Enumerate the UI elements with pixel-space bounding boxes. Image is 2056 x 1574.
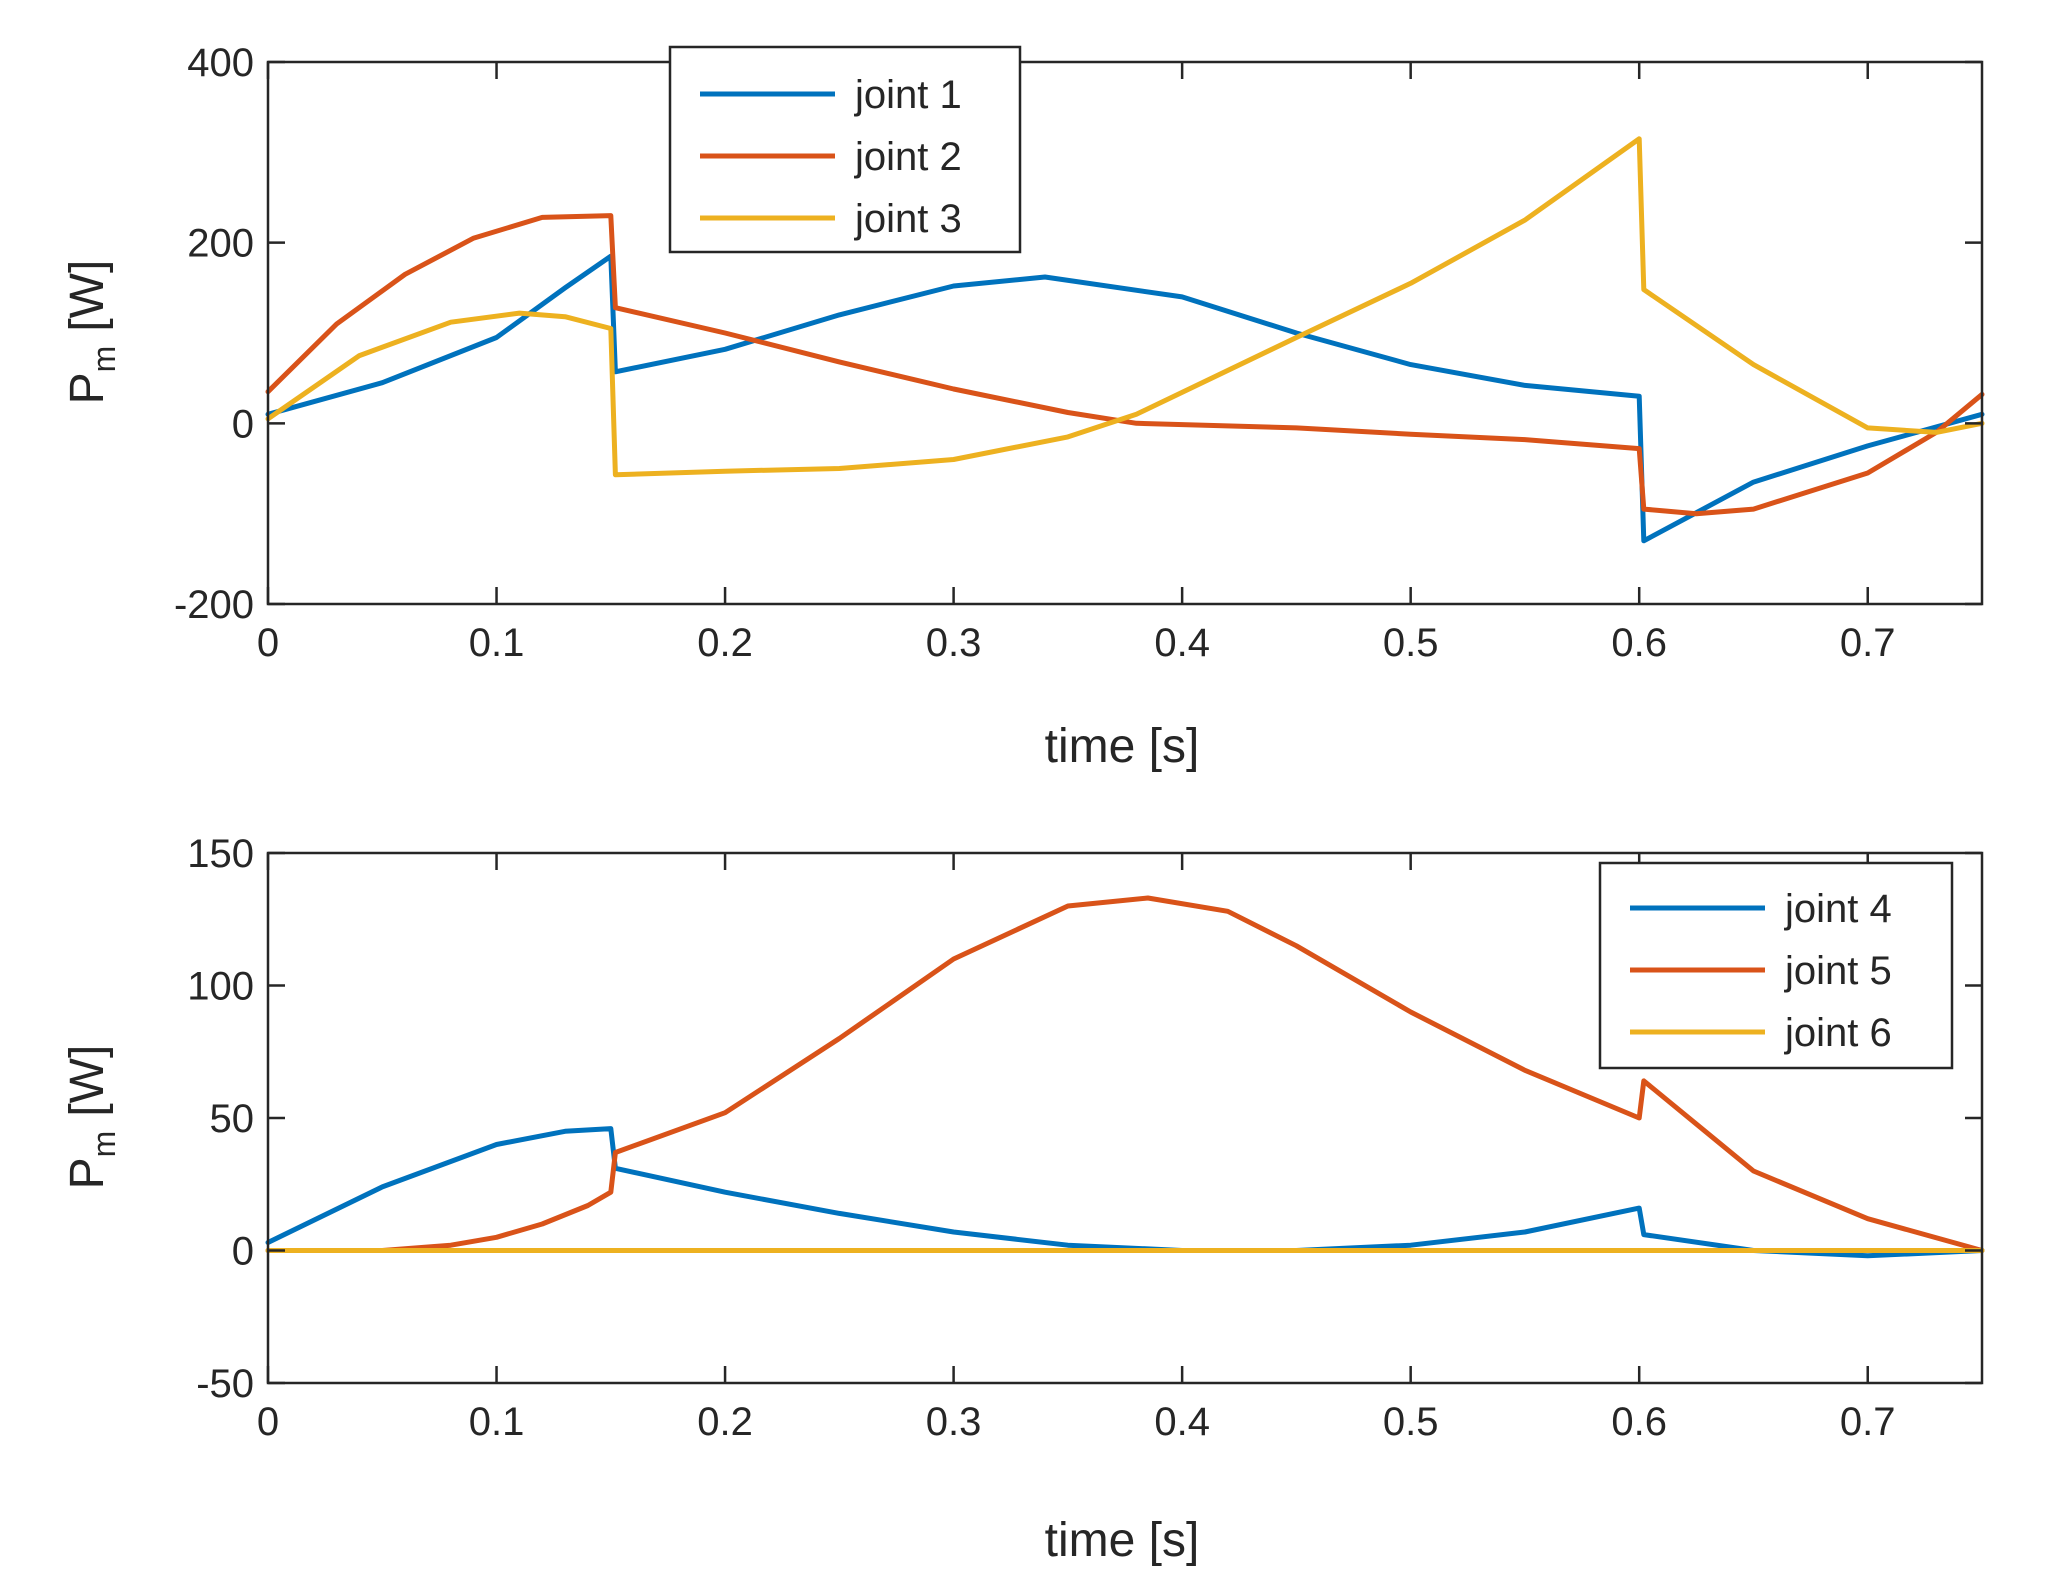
series-line-joint-4	[265, 1126, 1985, 1259]
bottom-xlabel: time [s]	[1045, 1514, 1200, 1567]
x-tick-label: 0.7	[1840, 1400, 1896, 1444]
y-tick-label: -50	[196, 1362, 254, 1406]
series-line-joint-3	[265, 136, 1985, 478]
top-plot-lines	[265, 136, 1985, 544]
y-tick-label: 0	[232, 402, 254, 446]
y-tick-label: 150	[187, 832, 254, 876]
y-tick-label: 100	[187, 965, 254, 1009]
top-xlabel: time [s]	[1045, 720, 1200, 773]
x-tick-label: 0.2	[697, 621, 753, 665]
top-ylabel-main: P	[61, 372, 114, 404]
x-tick-label: 0.2	[697, 1400, 753, 1444]
bottom-ylabel: Pm [W]	[61, 1045, 122, 1190]
y-tick-label: -200	[174, 583, 254, 627]
y-tick-label: 200	[187, 222, 254, 266]
legend-box	[668, 45, 1022, 254]
y-tick-label: 50	[210, 1097, 255, 1141]
top-ylabel-sub: m	[86, 346, 122, 373]
bottom-ylabel-main: P	[61, 1157, 114, 1189]
legend-label: joint 4	[1784, 887, 1892, 931]
bottom-ylabel-unit: [W]	[61, 1045, 114, 1117]
top-legend: joint 1 joint 2 joint 3	[668, 45, 1022, 254]
x-tick-label: 0	[257, 1400, 279, 1444]
x-tick-label: 0.6	[1611, 621, 1667, 665]
x-tick-label: 0.3	[926, 621, 982, 665]
legend-label: joint 3	[854, 197, 962, 241]
y-tick-label: 0	[232, 1230, 254, 1274]
series-line-joint-2	[265, 213, 1985, 517]
bottom-plot-lines	[265, 895, 1985, 1259]
x-tick-label: 0.5	[1383, 1400, 1439, 1444]
x-tick-label: 0.1	[469, 621, 525, 665]
bottom-ylabel-sub: m	[86, 1131, 122, 1158]
x-tick-label: 0.4	[1154, 621, 1210, 665]
x-tick-label: 0.3	[926, 1400, 982, 1444]
series-line-joint-5	[265, 895, 1985, 1253]
x-tick-label: 0.1	[469, 1400, 525, 1444]
top-ylabel: Pm [W]	[61, 260, 122, 405]
series-line-joint-1	[265, 253, 1985, 544]
y-tick-label: 400	[187, 41, 254, 85]
x-tick-label: 0.6	[1611, 1400, 1667, 1444]
legend-label: joint 5	[1784, 949, 1892, 993]
x-tick-label: 0.4	[1154, 1400, 1210, 1444]
bottom-legend: joint 4 joint 5 joint 6	[1598, 861, 1954, 1070]
x-tick-label: 0.7	[1840, 621, 1896, 665]
legend-label: joint 1	[854, 73, 962, 117]
top-axes-frame	[266, 60, 1984, 606]
x-tick-label: 0	[257, 621, 279, 665]
top-ylabel-unit: [W]	[61, 260, 114, 332]
legend-box	[1598, 861, 1954, 1070]
legend-label: joint 6	[1784, 1011, 1892, 1055]
x-tick-label: 0.5	[1383, 621, 1439, 665]
bottom-axes-frame	[266, 851, 1984, 1385]
legend-label: joint 2	[854, 135, 962, 179]
